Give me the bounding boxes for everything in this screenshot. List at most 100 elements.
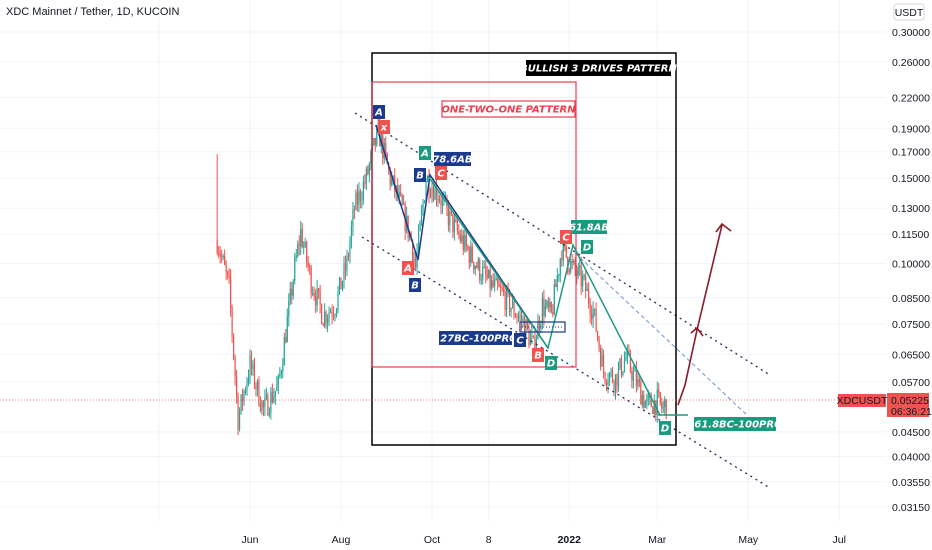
candle-body bbox=[553, 284, 555, 315]
y-tick-label: 0.08500 bbox=[892, 293, 930, 305]
candle-body bbox=[479, 259, 481, 280]
label-61-8ab-bg bbox=[571, 220, 607, 234]
candle-body bbox=[595, 308, 597, 332]
candle-body bbox=[364, 182, 366, 184]
chart-overlay: XDC Mainnet / Tether, 1D, KUCOIN USDT XDCU… bbox=[6, 3, 932, 418]
candle-body bbox=[344, 263, 347, 271]
candle-body bbox=[353, 209, 356, 211]
candle-body bbox=[373, 137, 375, 145]
candle-body bbox=[259, 405, 262, 411]
candle-body bbox=[301, 228, 303, 247]
price-tag-value: 0.05225 bbox=[891, 395, 929, 407]
point-marker-bg bbox=[419, 146, 431, 160]
candle-body bbox=[432, 187, 435, 200]
candle-body bbox=[450, 211, 452, 214]
candle-body bbox=[437, 199, 439, 201]
candle-body bbox=[361, 199, 363, 201]
candle-body bbox=[613, 381, 615, 391]
currency-button[interactable]: USDT bbox=[893, 3, 925, 21]
candle-body bbox=[511, 301, 514, 308]
candle-body bbox=[622, 371, 624, 376]
candle-body bbox=[567, 256, 569, 270]
candle-body bbox=[643, 395, 645, 408]
candle-body bbox=[355, 192, 357, 210]
candle-body bbox=[285, 337, 287, 343]
candle-body bbox=[268, 413, 270, 416]
candle-body bbox=[386, 153, 388, 164]
candle-body bbox=[267, 394, 269, 416]
candle-body bbox=[247, 377, 250, 383]
time-axis-bg bbox=[0, 522, 932, 550]
candle-body bbox=[503, 289, 505, 293]
candle-body bbox=[261, 401, 263, 411]
candle-body bbox=[417, 230, 420, 253]
candle-body bbox=[664, 399, 666, 408]
candle-body bbox=[338, 277, 341, 292]
candle-body bbox=[323, 311, 326, 327]
candle-body bbox=[326, 318, 329, 323]
x-tick-label: 2022 bbox=[558, 534, 582, 546]
candle-body bbox=[640, 382, 642, 405]
candle-body bbox=[576, 270, 578, 276]
candle-body bbox=[646, 398, 648, 402]
candle-body bbox=[652, 406, 654, 414]
candle-body bbox=[492, 280, 494, 287]
point-label: C bbox=[562, 233, 570, 244]
candle-body bbox=[331, 311, 333, 315]
candle-body bbox=[516, 317, 518, 319]
candle-body bbox=[504, 292, 506, 310]
label-161-8bc-bg bbox=[694, 417, 776, 431]
candle-body bbox=[465, 235, 467, 246]
candle-body bbox=[222, 256, 224, 258]
point-marker-bg bbox=[373, 105, 385, 119]
candle-body bbox=[588, 288, 590, 304]
candle-body bbox=[514, 315, 517, 318]
candle-body bbox=[601, 355, 603, 367]
candle-body bbox=[474, 266, 476, 270]
candle-body bbox=[546, 301, 548, 306]
candle-body bbox=[356, 192, 359, 205]
candle-body bbox=[473, 261, 475, 270]
candle-body bbox=[255, 385, 257, 389]
candle-body bbox=[592, 309, 594, 320]
candle-body bbox=[658, 389, 660, 393]
currency-button-bg[interactable] bbox=[893, 3, 925, 21]
x-tick-label: Jun bbox=[242, 534, 259, 546]
point-marker-bg bbox=[514, 333, 526, 347]
candle-body bbox=[482, 267, 484, 280]
candle-body bbox=[638, 379, 640, 383]
candle-body bbox=[628, 350, 630, 354]
candle-body bbox=[508, 291, 511, 312]
point-label: x bbox=[380, 123, 388, 134]
candle-body bbox=[631, 370, 633, 381]
candle-body bbox=[289, 288, 291, 302]
candle-body bbox=[577, 266, 579, 276]
point-marker-bg bbox=[545, 356, 557, 370]
candle-body bbox=[274, 390, 276, 397]
y-tick-label: 0.22000 bbox=[892, 92, 930, 104]
candle-body bbox=[541, 298, 543, 324]
pattern-drawings: BULLISH 3 DRIVES PATTERN ONE-TWO-ONE PATT… bbox=[0, 52, 886, 489]
candle-body bbox=[543, 298, 545, 316]
candle-body bbox=[420, 210, 423, 222]
candle-body bbox=[328, 312, 330, 319]
candle-body bbox=[464, 235, 466, 250]
candle-body bbox=[294, 258, 296, 282]
symbol-tag: XDCUSDT bbox=[837, 395, 888, 407]
candle-body bbox=[295, 255, 297, 259]
point-marker-bg bbox=[581, 240, 593, 254]
candle-body bbox=[434, 185, 436, 200]
candle-body bbox=[471, 246, 473, 262]
candle-body bbox=[494, 280, 496, 287]
candle-body bbox=[659, 392, 661, 403]
y-tick-label: 0.04500 bbox=[892, 427, 930, 439]
candle-body bbox=[522, 318, 524, 322]
candle-body bbox=[552, 311, 554, 315]
candle-body bbox=[589, 303, 591, 315]
point-marker-bg bbox=[414, 168, 426, 182]
candle-body bbox=[429, 194, 432, 196]
candle-body bbox=[264, 397, 266, 408]
candle-body bbox=[349, 241, 351, 257]
label-78-6ab-bg bbox=[434, 152, 471, 166]
